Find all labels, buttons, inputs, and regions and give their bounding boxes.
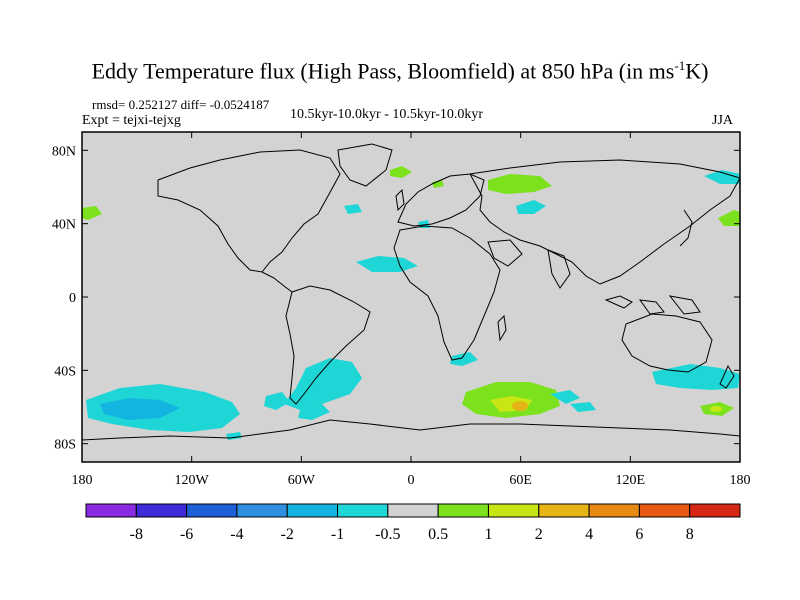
colorbar-box [387,503,439,518]
region-south-africa-negative [450,352,478,366]
region-tropical-atlantic-negative [356,256,418,272]
colorbar-label: -4 [230,526,243,543]
colorbar-label: -2 [281,526,294,543]
coast-central-america [261,271,293,293]
lon-tick-label: 120E [616,473,646,488]
colorbar-label: -0.5 [375,526,400,543]
colorbar-label: 8 [686,526,694,543]
colorbar: -8 -6 -4 -2 -1 -0.5 0.5 1 2 4 6 8 [85,503,741,543]
region-north-pacific-positive-west [82,206,102,220]
plot-title: Eddy Temperature flux (High Pass, Bloomf… [91,58,709,84]
region-southern-ocean-core [710,406,722,412]
coast-antarctica [82,419,740,441]
colorbar-box [588,503,640,518]
rmsd-diff-label: rmsd= 0.252127 diff= -0.0524187 [92,97,270,112]
season-label: JJA [712,113,734,128]
coast-north-america [157,149,341,273]
colorbar-box [186,503,238,518]
coast-india [547,249,571,289]
region-south-atlantic-small2 [298,404,330,420]
lat-tick-label: 80S [54,438,76,453]
lon-tick-label: 0 [408,473,415,488]
colorbar-box [236,503,288,518]
colorbar-box [487,503,540,518]
colorbar-box [437,503,489,518]
lon-tick-label: 180 [730,473,751,488]
coast-japan [679,209,693,247]
region-southern-indian-peak [512,401,528,411]
coast-indonesia [604,295,701,315]
coast-africa [393,225,501,361]
region-southern-indian-negative [550,390,580,404]
colorbar-box [85,503,137,518]
coast-madagascar [497,314,507,342]
coastlines [82,143,740,441]
coast-arabia [487,239,523,267]
region-arctic-small-positive [432,180,444,188]
coast-asia [469,159,740,285]
coast-south-america [285,285,371,405]
colorbar-box [286,503,339,518]
region-south-pacific-core [100,398,180,420]
colorbar-label: 4 [585,526,593,543]
coast-uk [395,188,405,212]
coast-greenland [337,143,393,187]
lat-tick-label: 80N [52,144,76,159]
region-south-atlantic-negative [284,358,362,410]
coast-australia [621,313,713,373]
colorbar-label: 2 [535,526,543,543]
region-norway-positive [390,166,412,178]
region-north-atlantic-small [344,204,362,214]
lon-tick-label: 120W [175,473,210,488]
lat-tick-label: 0 [69,291,76,306]
region-eurasia-negative [516,200,546,214]
region-kamchatka-negative [704,170,740,184]
coast-new-zealand [719,364,735,389]
experiment-label: Expt = tejxi-tejxg [82,113,181,128]
longitude-axis: 180 120W 60W 0 60E 120E 180 [72,132,751,488]
lat-tick-label: 40S [54,364,76,379]
colorbar-box [638,503,691,518]
colorbar-box [689,503,741,518]
colorbar-label: -8 [130,526,143,543]
region-southern-ocean-negative [570,402,596,412]
colorbar-label: 6 [635,526,643,543]
colorbar-box [135,503,188,518]
coast-europe [397,173,485,227]
period-label: 10.5kyr-10.0kyr - 10.5kyr-10.0kyr [290,107,484,122]
region-north-pacific-positive-east [718,210,740,226]
lon-tick-label: 60W [288,473,316,488]
region-siberia-positive [488,174,552,194]
colorbar-label: 1 [484,526,492,543]
lon-tick-label: 60E [509,473,532,488]
colorbar-box [538,503,590,518]
lon-tick-label: 180 [72,473,93,488]
colorbar-label: -6 [180,526,193,543]
lat-tick-label: 40N [52,218,76,233]
colorbar-box [337,503,389,518]
region-south-atlantic-small [264,392,290,410]
latitude-axis: 80N 40N 0 40S 80S [52,144,740,453]
colorbar-label: -1 [331,526,344,543]
colorbar-label: 0.5 [428,526,448,543]
anomaly-regions [82,166,740,440]
